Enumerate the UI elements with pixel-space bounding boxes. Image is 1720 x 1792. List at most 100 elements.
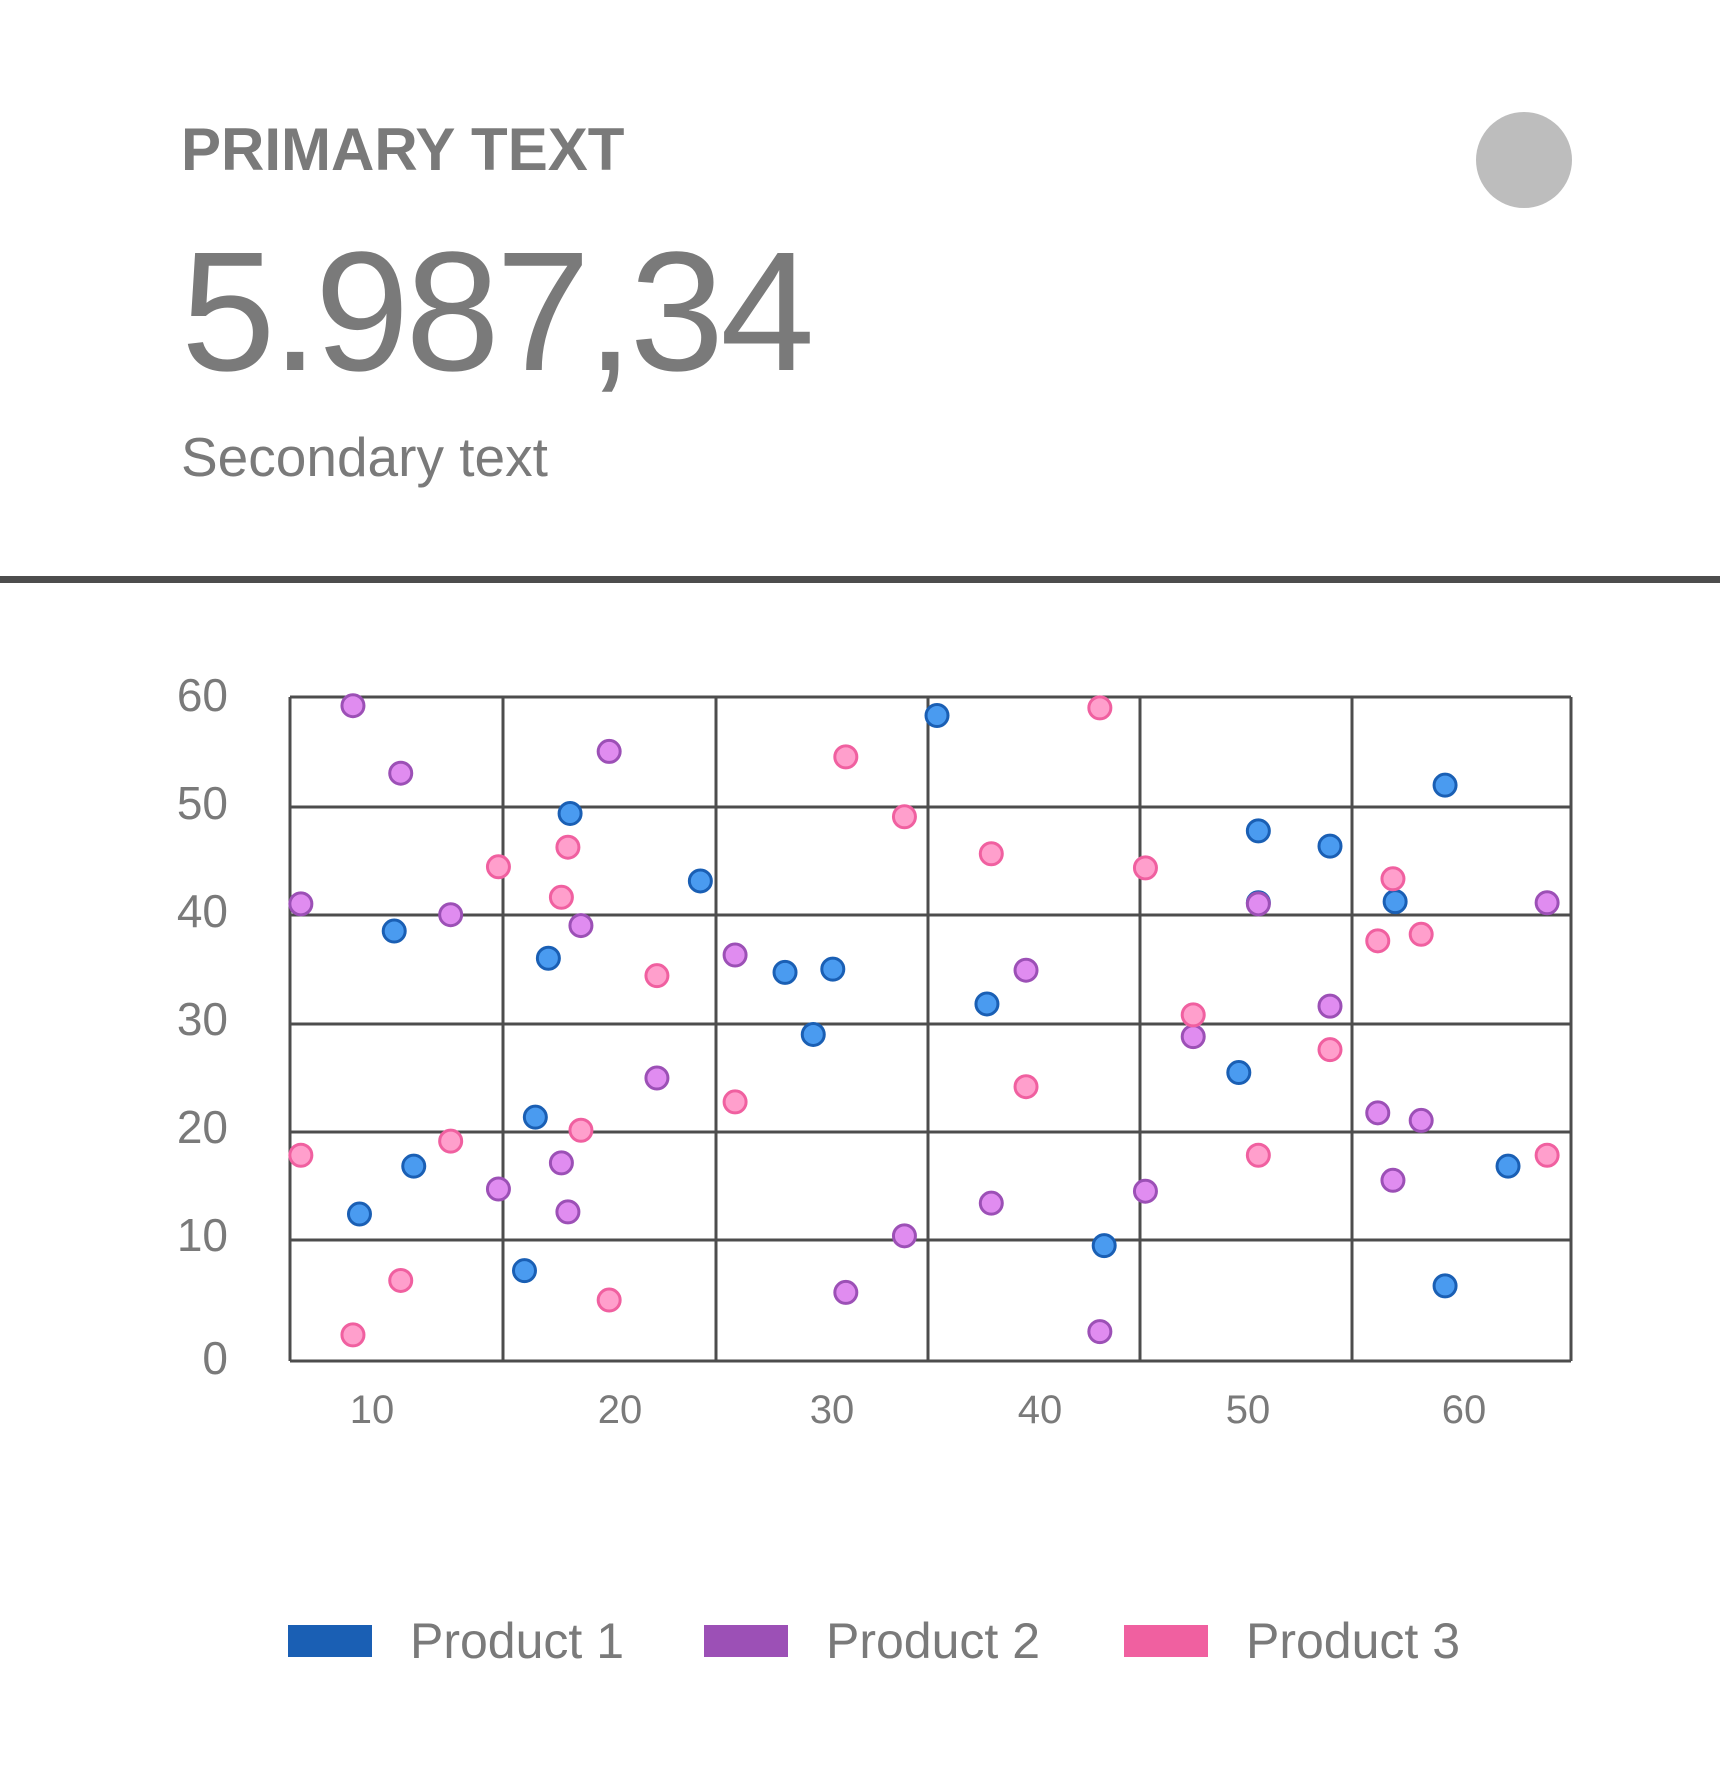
legend-item[interactable]: Product 3 [1124, 1601, 1460, 1681]
data-point-product-1 [687, 868, 713, 894]
data-point-product-3 [388, 1267, 414, 1293]
data-point-product-3 [1180, 1002, 1206, 1028]
data-point-product-1 [557, 800, 583, 826]
data-point-product-3 [833, 744, 859, 770]
data-point-product-3 [1408, 921, 1434, 947]
data-point-product-2 [1132, 1178, 1158, 1204]
data-point-product-2 [548, 1150, 574, 1176]
data-point-product-3 [1132, 855, 1158, 881]
data-point-product-2 [555, 1199, 581, 1225]
data-point-product-1 [401, 1153, 427, 1179]
data-point-product-1 [974, 991, 1000, 1017]
primary-text: PRIMARY TEXT [181, 116, 625, 183]
chart-svg: 0 10 20 30 40 50 60 10 20 30 40 50 60 [177, 669, 1573, 1432]
legend-label: Product 1 [410, 1613, 625, 1669]
scatter-chart: 0 10 20 30 40 50 60 10 20 30 40 50 60 Product 1 Produ… [0, 583, 1720, 1792]
data-point-product-3 [555, 834, 581, 860]
data-point-product-2 [596, 738, 622, 764]
data-point-product-2 [1180, 1024, 1206, 1050]
data-point-product-1 [1382, 889, 1408, 915]
data-point-product-1 [522, 1104, 548, 1130]
data-point-product-1 [381, 918, 407, 944]
y-tick-label: 20 [177, 1101, 228, 1153]
x-tick-label: 60 [1442, 1388, 1487, 1432]
x-tick-label: 20 [598, 1388, 643, 1432]
data-point-product-3 [644, 963, 670, 989]
data-point-product-2 [833, 1279, 859, 1305]
data-point-product-1 [1226, 1060, 1252, 1086]
data-point-product-1 [1317, 833, 1343, 859]
x-tick-label: 50 [1226, 1388, 1271, 1432]
data-point-product-3 [596, 1287, 622, 1313]
y-tick-label: 60 [177, 669, 228, 721]
data-point-product-1 [1432, 772, 1458, 798]
data-point-product-2 [1365, 1100, 1391, 1126]
legend-swatch [288, 1625, 372, 1657]
data-point-product-3 [1087, 695, 1113, 721]
data-point-product-2 [1408, 1107, 1434, 1133]
data-point-product-3 [438, 1128, 464, 1154]
x-tick-label: 40 [1018, 1388, 1063, 1432]
avatar[interactable] [1476, 112, 1572, 208]
data-point-product-2 [568, 913, 594, 939]
y-tick-label: 50 [177, 777, 228, 829]
data-point-product-3 [1245, 1142, 1271, 1168]
data-point-product-1 [800, 1021, 826, 1047]
data-point-product-2 [288, 891, 314, 917]
y-tick-label: 30 [177, 993, 228, 1045]
data-point-product-2 [1380, 1167, 1406, 1193]
legend-label: Product 3 [1246, 1613, 1461, 1669]
data-point-product-2 [891, 1223, 917, 1249]
data-point-product-2 [1245, 891, 1271, 917]
data-point-product-3 [891, 804, 917, 830]
data-point-product-1 [1091, 1233, 1117, 1259]
legend-swatch [1124, 1625, 1208, 1657]
data-point-product-1 [535, 945, 561, 971]
data-point-product-1 [924, 703, 950, 729]
data-point-product-3 [722, 1089, 748, 1115]
data-point-product-3 [1013, 1074, 1039, 1100]
y-tick-label: 10 [177, 1209, 228, 1261]
data-point-product-3 [288, 1142, 314, 1168]
data-point-product-3 [1365, 928, 1391, 954]
data-point-product-2 [1534, 890, 1560, 916]
data-point-product-2 [644, 1065, 670, 1091]
data-point-product-2 [340, 693, 366, 719]
data-point-product-3 [340, 1322, 366, 1348]
data-point-product-2 [438, 902, 464, 928]
card-header: PRIMARY TEXT 5.987,34 Secondary text [0, 0, 1720, 578]
chart-legend: Product 1 Product 2 Product 3 [0, 1601, 1720, 1681]
data-point-product-1 [1495, 1153, 1521, 1179]
divider [0, 576, 1720, 583]
x-tick-label: 10 [350, 1388, 395, 1432]
data-point-product-2 [1013, 957, 1039, 983]
data-point-product-3 [568, 1117, 594, 1143]
data-point-product-3 [1534, 1142, 1560, 1168]
data-point-product-2 [1087, 1319, 1113, 1345]
data-point-product-1 [772, 959, 798, 985]
data-point-product-1 [1432, 1273, 1458, 1299]
legend-label: Product 2 [826, 1613, 1041, 1669]
data-point-product-2 [388, 760, 414, 786]
data-point-product-2 [978, 1190, 1004, 1216]
data-point-product-3 [978, 841, 1004, 867]
data-point-product-1 [346, 1201, 372, 1227]
data-point-product-1 [820, 956, 846, 982]
data-point-product-2 [1317, 993, 1343, 1019]
metric-value: 5.987,34 [181, 217, 815, 407]
x-tick-label: 30 [810, 1388, 855, 1432]
data-point-product-3 [548, 884, 574, 910]
data-point-product-3 [485, 854, 511, 880]
y-tick-label: 40 [177, 885, 228, 937]
data-point-product-2 [485, 1176, 511, 1202]
legend-item[interactable]: Product 2 [704, 1601, 1040, 1681]
legend-swatch [704, 1625, 788, 1657]
data-point-product-1 [1245, 818, 1271, 844]
y-tick-label: 0 [202, 1332, 228, 1384]
data-point-product-2 [722, 942, 748, 968]
secondary-text: Secondary text [181, 426, 548, 488]
data-point-product-3 [1380, 866, 1406, 892]
data-point-product-3 [1317, 1037, 1343, 1063]
legend-item[interactable]: Product 1 [288, 1601, 624, 1681]
